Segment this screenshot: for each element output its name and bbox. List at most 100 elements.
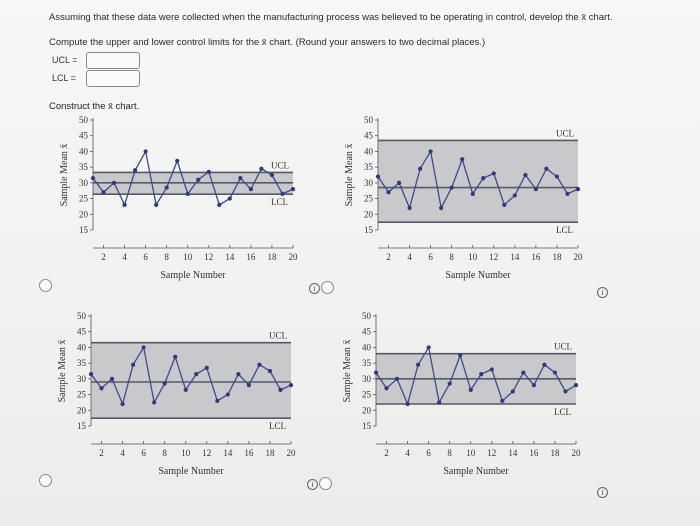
data-point [88,372,94,377]
x-tick-label: 2 [101,252,106,262]
x-tick-label: 8 [162,448,167,458]
data-point [407,205,412,211]
data-point [375,174,381,179]
y-tick-label: 25 [362,390,372,400]
ucl-text: UCL [556,128,574,138]
chart-svg: UCL LCL 15 20 25 30 35 40 45 50 2 4 6 8 10 12 14 16 18 20 Sa… [342,311,582,477]
data-point [510,389,515,394]
data-point [236,372,241,377]
info-icon-b[interactable]: i [597,287,608,298]
x-tick-label: 20 [574,252,584,262]
data-point [196,177,201,182]
x-tick-label: 8 [449,252,454,262]
x-tick-label: 4 [120,448,125,458]
y-tick-label: 40 [362,342,372,352]
data-point [426,345,431,350]
y-tick-label: 35 [77,358,87,368]
radio-option-b[interactable] [321,281,334,294]
data-point [185,191,190,196]
data-point [217,202,222,207]
chart-option-a: UCL LCL 15 20 25 30 35 40 45 50 2 4 6 8 10 12 14 16 18 20 Sa… [55,112,305,292]
y-tick-label: 30 [362,374,372,384]
data-point [143,149,148,154]
series-line [92,149,294,207]
data-point [563,389,568,394]
lcl-answer-field[interactable] [86,70,140,87]
data-point [131,362,136,367]
construct-prompt: Construct the x̄ chart. [49,101,140,112]
data-point [173,354,178,359]
chart-option-b: UCL LCL 15 20 25 30 35 40 45 50 2 4 6 8 10 12 14 16 18 20 Sa… [340,112,590,292]
radio-option-d[interactable] [319,477,332,490]
data-point [418,166,423,171]
x-tick-label: 12 [204,252,213,262]
data-point [175,158,180,163]
data-point [238,176,243,181]
data-point [215,398,220,403]
info-icon-a[interactable]: i [309,283,320,294]
x-tick-label: 14 [508,448,518,458]
question-text: Assuming that these data were collected … [49,12,613,23]
data-point [439,205,444,211]
x-tick-label: 16 [531,252,541,262]
lcl-text: LCL [556,225,573,235]
data-point [269,172,275,178]
x-tick-label: 20 [572,448,582,458]
y-tick-label: 25 [364,194,374,204]
y-tick-label: 25 [79,194,89,204]
info-icon-c[interactable]: i [307,479,318,490]
data-point [288,383,294,388]
series-line [90,345,292,407]
x-tick-label: 14 [223,448,233,458]
ucl-text: UCL [269,331,287,341]
x-tick-label: 16 [246,252,256,262]
y-tick-label: 40 [364,146,374,156]
data-point [152,400,157,405]
radio-option-a[interactable] [39,279,52,292]
y-tick-label: 30 [77,374,87,384]
series-line [375,345,577,407]
data-point [533,187,538,192]
x-tick-label: 6 [141,448,146,458]
data-point [523,172,528,178]
data-point [437,400,442,405]
y-tick-label: 15 [362,421,372,431]
lcl-text: LCL [554,407,571,417]
info-icon-d[interactable]: i [597,487,608,498]
data-point [449,185,454,190]
x-tick-label: 12 [487,448,496,458]
data-point [447,381,452,386]
x-axis-label: Sample Number [445,270,511,281]
data-point [280,191,285,196]
y-tick-label: 35 [364,162,374,172]
x-axis-label: Sample Number [158,466,224,477]
x-tick-label: 18 [265,448,275,458]
data-point [225,392,230,397]
data-point [111,180,117,185]
data-point [416,362,421,367]
y-axis-label: Sample Mean x̄ [344,144,355,207]
x-axis-label: Sample Number [443,466,509,477]
y-tick-label: 45 [79,131,89,141]
series-line [377,149,579,211]
data-point [512,193,517,198]
ucl-answer-field[interactable] [86,52,140,69]
x-tick-label: 10 [466,448,476,458]
y-tick-label: 45 [364,131,374,141]
y-tick-label: 45 [362,327,372,337]
y-axis-label: Sample Mean x̄ [342,340,353,403]
chart-svg: UCL LCL 15 20 25 30 35 40 45 50 2 4 6 8 10 12 14 16 18 20 Sa… [57,311,296,477]
control-band [378,140,578,223]
y-tick-label: 30 [364,178,374,188]
y-tick-label: 15 [77,421,87,431]
radio-option-c[interactable] [39,474,52,487]
y-tick-label: 15 [364,225,374,235]
data-point [109,376,115,381]
chart-option-c: UCL LCL 15 20 25 30 35 40 45 50 2 4 6 8 10 12 14 16 18 20 Sa… [53,308,303,488]
x-tick-label: 10 [181,448,191,458]
data-point [460,157,465,162]
control-band [91,342,291,419]
x-tick-label: 18 [550,448,560,458]
data-point [573,383,579,388]
y-tick-label: 40 [79,146,89,156]
